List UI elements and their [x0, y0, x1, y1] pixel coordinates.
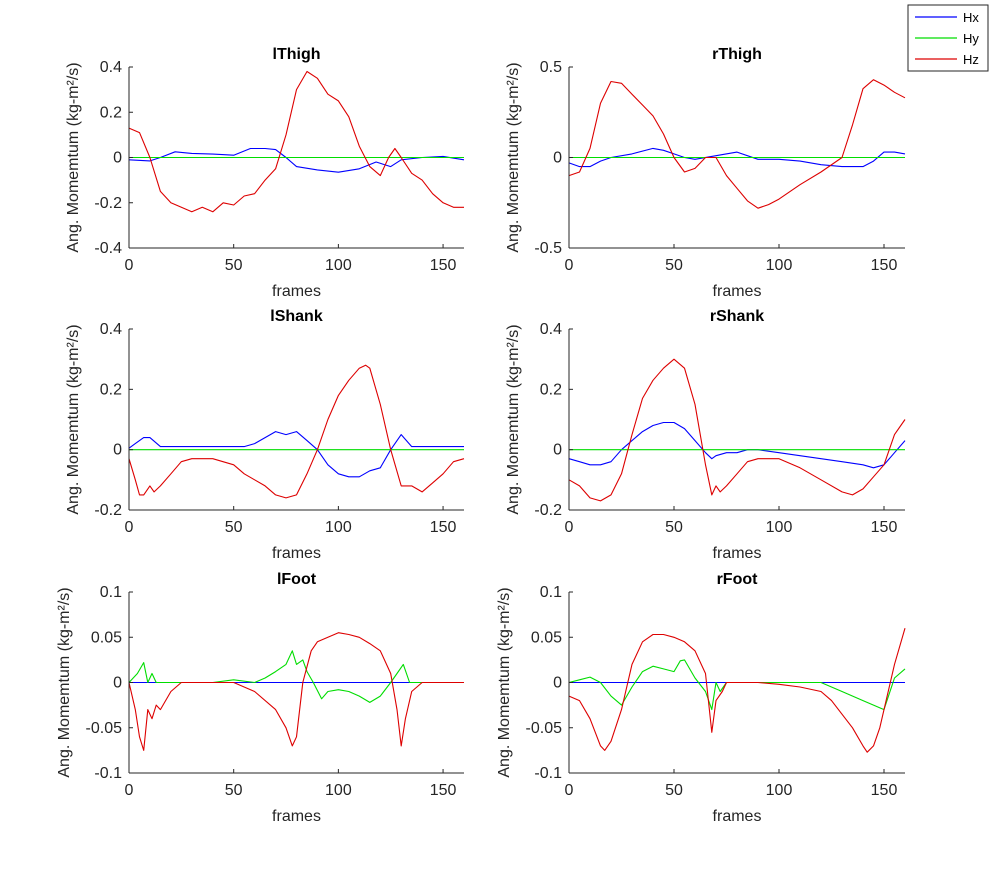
x-tick-label: 0: [565, 782, 574, 799]
series-hz-line: [128, 70, 464, 213]
x-axis-label: frames: [272, 283, 321, 300]
series-hx-line: [568, 421, 906, 469]
chart-title: rFoot: [717, 571, 759, 588]
x-tick-label: 50: [665, 782, 683, 799]
y-tick-label: 0: [553, 150, 562, 167]
x-tick-label: 100: [325, 782, 352, 799]
y-tick-label: 0.2: [540, 381, 562, 398]
plot-area: [129, 329, 464, 510]
y-axis-label: Ang. Momemtum (kg-m²/s): [505, 324, 522, 514]
y-axis-label: Ang. Momemtum (kg-m²/s): [65, 324, 82, 514]
y-tick-label: -0.2: [94, 195, 122, 212]
y-tick-label: 0.1: [100, 584, 122, 601]
x-axis-label: frames: [272, 545, 321, 562]
y-tick-label: 0.2: [100, 104, 122, 121]
chart-title: rThigh: [712, 46, 762, 63]
x-tick-label: 100: [766, 257, 793, 274]
series-hy-line: [128, 650, 464, 703]
x-axis-label: frames: [713, 283, 762, 300]
y-tick-label: 0: [553, 442, 562, 459]
x-tick-label: 0: [125, 519, 134, 536]
legend-label-hz: Hz: [963, 52, 979, 67]
y-tick-label: 0.05: [531, 629, 562, 646]
y-tick-label: 0: [113, 442, 122, 459]
y-tick-label: 0.2: [100, 381, 122, 398]
x-axis-label: frames: [713, 545, 762, 562]
y-axis-label: Ang. Momemtum (kg-m²/s): [496, 587, 513, 777]
chart-title: lThigh: [273, 46, 321, 63]
x-tick-label: 150: [430, 519, 457, 536]
chart-lthigh: 0 50 100 150 -0.4 -0.2 0 0.2 0.4 lThigh frames Ang.…: [65, 46, 465, 300]
y-axis-label: Ang. Momemtum (kg-m²/s): [56, 587, 73, 777]
x-tick-label: 0: [125, 782, 134, 799]
y-tick-label: -0.05: [526, 720, 563, 737]
plot-area: [569, 329, 905, 510]
x-tick-label: 0: [565, 519, 574, 536]
legend-label-hx: Hx: [963, 10, 979, 25]
series-hx-line: [128, 431, 464, 478]
series-hz-line: [568, 358, 906, 502]
x-tick-label: 150: [871, 519, 898, 536]
y-tick-label: 0: [113, 675, 122, 692]
x-tick-label: 50: [225, 782, 243, 799]
x-tick-label: 150: [430, 782, 457, 799]
chart-rfoot: 0 50 100 150 -0.1 -0.05 0 0.05 0.1 rFoot frames Ang…: [496, 571, 906, 825]
y-tick-label: 0.05: [91, 629, 122, 646]
x-tick-label: 50: [665, 257, 683, 274]
series-hx-line: [568, 147, 906, 168]
x-tick-label: 50: [225, 519, 243, 536]
series-hz-line: [568, 79, 906, 209]
x-tick-label: 0: [565, 257, 574, 274]
y-tick-label: -0.2: [94, 502, 122, 519]
y-tick-label: 0.4: [100, 59, 122, 76]
y-tick-label: 0: [553, 675, 562, 692]
x-tick-label: 100: [325, 257, 352, 274]
charts-layer: 0 50 100 150-0.4-0.200.20.4lThighframesAng.…: [56, 46, 906, 825]
y-tick-label: 0: [113, 150, 122, 167]
legend-label-hy: Hy: [963, 31, 979, 46]
y-tick-label: -0.05: [86, 720, 123, 737]
y-tick-label: -0.5: [534, 240, 562, 257]
series-hz-line: [568, 628, 906, 753]
x-tick-label: 150: [871, 782, 898, 799]
x-tick-label: 50: [225, 257, 243, 274]
y-tick-label: 0.4: [100, 321, 122, 338]
x-tick-label: 0: [125, 257, 134, 274]
y-tick-label: -0.4: [94, 240, 122, 257]
y-tick-label: 0.4: [540, 321, 562, 338]
y-axis-label: Ang. Momemtum (kg-m²/s): [505, 62, 522, 252]
x-tick-label: 100: [325, 519, 352, 536]
chart-lfoot: 0 50 100 150 -0.1 -0.05 0 0.05 0.1 lFoot frames Ang…: [56, 571, 464, 825]
x-tick-label: 150: [430, 257, 457, 274]
y-tick-label: -0.1: [534, 765, 562, 782]
legend: Hx Hy Hz: [907, 4, 989, 72]
x-axis-label: frames: [713, 808, 762, 825]
x-tick-label: 50: [665, 519, 683, 536]
series-hz-line: [128, 364, 465, 499]
x-tick-label: 100: [766, 519, 793, 536]
y-tick-label: 0.1: [540, 584, 562, 601]
chart-title: lShank: [270, 308, 323, 325]
x-axis-label: frames: [272, 808, 321, 825]
y-tick-label: -0.2: [534, 502, 562, 519]
x-tick-label: 100: [766, 782, 793, 799]
y-axis-label: Ang. Momemtum (kg-m²/s): [65, 62, 82, 252]
x-tick-label: 150: [871, 257, 898, 274]
y-tick-label: -0.1: [94, 765, 122, 782]
chart-title: rShank: [710, 308, 764, 325]
y-tick-label: 0.5: [540, 59, 562, 76]
series-hz-line: [128, 632, 464, 751]
chart-title: lFoot: [277, 571, 317, 588]
